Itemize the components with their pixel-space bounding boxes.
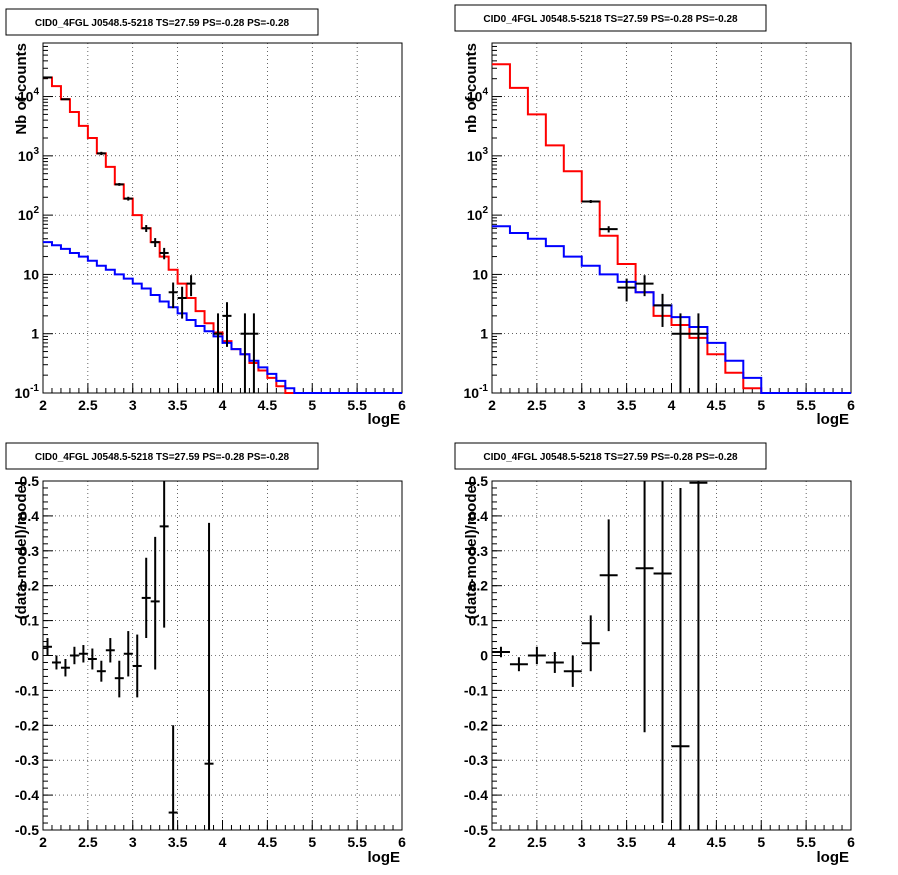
x-tick-label: 2.5 (527, 397, 547, 413)
y-tick-label: 10-1 (464, 383, 489, 401)
y-tick-label: 104 (467, 87, 489, 105)
title-box (5, 442, 319, 470)
y-tick-label: 10-1 (15, 383, 40, 401)
x-tick-label: 2.5 (527, 834, 547, 850)
y-tick-label: 10 (23, 266, 39, 282)
x-tick-label: 2 (39, 397, 47, 413)
y-tick-label: 0 (31, 648, 39, 664)
y-axis-label: nb of counts (463, 43, 480, 133)
y-tick-label: 0.5 (469, 473, 489, 489)
y-tick-label: 102 (18, 205, 40, 223)
x-tick-label: 2.5 (78, 834, 98, 850)
y-tick-label: 104 (18, 87, 40, 105)
x-tick-label: 3.5 (168, 397, 188, 413)
x-tick-label: 5.5 (347, 834, 367, 850)
y-tick-label: 0.5 (20, 473, 40, 489)
x-axis-label: logE (368, 411, 401, 428)
y-tick-label: 103 (18, 146, 40, 164)
y-tick-label: -0.4 (15, 787, 39, 803)
y-tick-label: 0.2 (469, 578, 489, 594)
x-tick-label: 6 (398, 834, 406, 850)
y-tick-label: -0.5 (464, 822, 488, 838)
x-tick-label: 4 (219, 834, 227, 850)
x-tick-label: 4 (668, 834, 676, 850)
x-tick-label: 3 (578, 397, 586, 413)
x-axis-label: logE (817, 849, 850, 866)
panel-4: CID0_4FGL J0548.5-5218 TS=27.59 PS=-0.28… (454, 442, 855, 866)
y-tick-label: -0.3 (15, 752, 39, 768)
x-tick-label: 5 (308, 834, 316, 850)
plot-frame (491, 42, 852, 394)
x-tick-label: 2.5 (78, 397, 98, 413)
panel-3: CID0_4FGL J0548.5-5218 TS=27.59 PS=-0.28… (5, 442, 406, 866)
y-tick-label: -0.5 (15, 822, 39, 838)
y-tick-label: -0.2 (464, 717, 488, 733)
title-box (454, 442, 767, 470)
x-tick-label: 3 (129, 834, 137, 850)
x-tick-label: 4.5 (258, 834, 278, 850)
y-tick-label: 0.4 (20, 508, 40, 524)
y-tick-label: 0.1 (20, 613, 40, 629)
title-box (5, 8, 319, 36)
x-tick-label: 4 (219, 397, 227, 413)
y-tick-label: -0.4 (464, 787, 488, 803)
y-tick-label: -0.1 (464, 682, 488, 698)
y-tick-label: 0 (480, 648, 488, 664)
chart-title: CID0_4FGL J0548.5-5218 TS=27.59 PS=-0.28… (35, 18, 290, 29)
y-tick-label: 0.4 (469, 508, 489, 524)
y-tick-label: -0.2 (15, 717, 39, 733)
y-tick-label: 102 (467, 205, 489, 223)
y-tick-label: 1 (480, 326, 488, 342)
y-tick-label: -0.1 (15, 682, 39, 698)
blue-model-histogram (43, 241, 402, 394)
x-tick-label: 2 (488, 397, 496, 413)
x-tick-label: 4 (668, 397, 676, 413)
x-tick-label: 3.5 (168, 834, 188, 850)
y-tick-label: -0.3 (464, 752, 488, 768)
x-tick-label: 5 (308, 397, 316, 413)
x-tick-label: 6 (847, 397, 855, 413)
x-tick-label: 6 (847, 834, 855, 850)
y-tick-label: 0.3 (469, 543, 489, 559)
blue-model-histogram (492, 225, 851, 394)
panel-2: CID0_4FGL J0548.5-5218 TS=27.59 PS=-0.28… (454, 4, 855, 428)
x-tick-label: 2 (39, 834, 47, 850)
x-tick-label: 4.5 (258, 397, 278, 413)
x-tick-label: 4.5 (707, 834, 727, 850)
x-tick-label: 2 (488, 834, 496, 850)
x-tick-label: 5.5 (796, 834, 816, 850)
y-tick-label: 10 (472, 266, 488, 282)
x-tick-label: 6 (398, 397, 406, 413)
y-axis-label: (data-model)/model (463, 481, 480, 619)
chart-title: CID0_4FGL J0548.5-5218 TS=27.59 PS=-0.28… (483, 452, 738, 463)
y-axis-label: Nb of counts (13, 43, 30, 135)
x-tick-label: 3.5 (617, 397, 637, 413)
chart-title: CID0_4FGL J0548.5-5218 TS=27.59 PS=-0.28… (35, 452, 290, 463)
panel-1: CID0_4FGL J0548.5-5218 TS=27.59 PS=-0.28… (5, 8, 406, 428)
y-tick-label: 0.2 (20, 578, 40, 594)
plot-frame (42, 480, 403, 831)
plot-frame (491, 480, 852, 831)
y-tick-label: 0.1 (469, 613, 489, 629)
x-tick-label: 5.5 (347, 397, 367, 413)
x-axis-label: logE (817, 411, 850, 428)
plot-frame (42, 42, 403, 394)
x-tick-label: 4.5 (707, 397, 727, 413)
y-tick-label: 103 (467, 146, 489, 164)
y-tick-label: 0.3 (20, 543, 40, 559)
x-axis-label: logE (368, 849, 401, 866)
x-tick-label: 3.5 (617, 834, 637, 850)
chart-title: CID0_4FGL J0548.5-5218 TS=27.59 PS=-0.28… (483, 14, 738, 25)
title-box (454, 4, 767, 32)
x-tick-label: 5 (757, 834, 765, 850)
x-tick-label: 3 (578, 834, 586, 850)
x-tick-label: 3 (129, 397, 137, 413)
y-tick-label: 1 (31, 326, 39, 342)
y-axis-label: (data-model)/model (13, 481, 30, 619)
x-tick-label: 5.5 (796, 397, 816, 413)
x-tick-label: 5 (757, 397, 765, 413)
